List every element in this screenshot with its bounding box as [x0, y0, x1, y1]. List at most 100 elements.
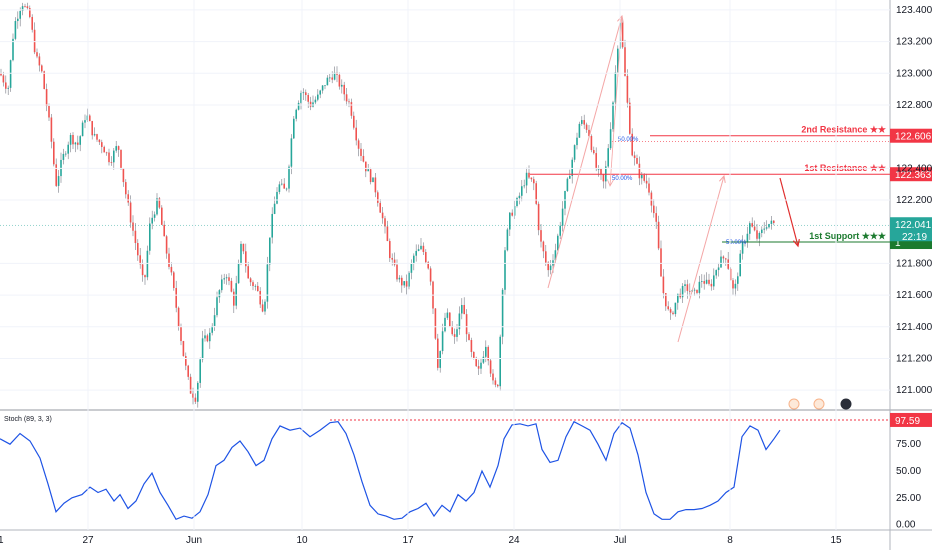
candle-body: [530, 177, 533, 180]
candle-body: [211, 325, 213, 333]
candle-body: [765, 227, 768, 229]
time-axis[interactable]: 21 27 Jun 10 17 24 Jul 8 15: [0, 0, 842, 546]
current-price-tag: [890, 217, 932, 242]
candle-body: [261, 304, 264, 312]
candle-body: [727, 259, 729, 269]
candle-body: [542, 241, 545, 252]
candle-body: [233, 291, 235, 306]
candle-body: [218, 290, 221, 298]
candle-body: [120, 149, 122, 169]
candle-body: [189, 376, 192, 394]
candle-body: [45, 89, 48, 107]
candle-body: [648, 183, 650, 193]
candle-body: [705, 279, 708, 284]
candle-body: [751, 223, 753, 227]
candle-body: [763, 228, 765, 230]
price-tick-label: 123.200: [896, 37, 932, 48]
candle-body: [453, 334, 456, 337]
candle-body: [161, 207, 163, 225]
candle-body: [463, 304, 465, 315]
candle-body: [410, 263, 413, 273]
candle-body: [439, 351, 441, 368]
candle-body: [201, 338, 204, 360]
candle-body: [629, 102, 631, 134]
candle-body: [381, 212, 384, 219]
event-icon[interactable]: [788, 398, 800, 410]
candle-body: [444, 317, 446, 332]
candle-body: [67, 144, 69, 154]
candle-body: [38, 56, 41, 66]
candle-body: [158, 198, 161, 208]
candle-body: [199, 359, 201, 383]
candle-body: [355, 127, 357, 141]
candle-body: [667, 306, 669, 310]
candle-body: [96, 134, 98, 140]
candle-body: [329, 77, 331, 79]
candle-body: [398, 277, 401, 280]
price-tick-label: 121.200: [896, 353, 932, 364]
candle-body: [12, 38, 14, 61]
candle-body: [206, 335, 209, 342]
candle-body: [425, 252, 427, 263]
candle-body: [216, 297, 218, 316]
candle-body: [540, 230, 542, 242]
candle-body: [115, 146, 117, 151]
candle-body: [715, 270, 717, 276]
candle-body: [79, 136, 81, 145]
candle-body: [451, 326, 453, 335]
candle-body: [537, 203, 540, 231]
candle-body: [72, 135, 74, 145]
candle-body: [468, 334, 470, 341]
indicator-title[interactable]: Stoch (89, 3, 3): [4, 416, 52, 423]
candle-body: [53, 141, 55, 165]
candle-body: [573, 145, 576, 160]
price-tick-label: 121.000: [896, 385, 932, 396]
candle-body: [139, 255, 141, 265]
candle-body: [384, 218, 386, 227]
price-tick-label: 123.000: [896, 68, 932, 79]
candle-body: [470, 340, 473, 352]
candle-body: [192, 393, 194, 398]
candle-body: [247, 266, 249, 279]
price-axis[interactable]: 123.400 123.200 123.000 122.800 122.400 122.2…: [0, 5, 932, 531]
candle-body: [602, 174, 605, 182]
price-tick-label: 121.800: [896, 258, 932, 269]
candle-body: [173, 272, 175, 288]
candle-body: [230, 280, 233, 292]
candle-body: [415, 250, 417, 256]
candle-body: [612, 102, 614, 130]
candle-body: [84, 120, 86, 123]
candle-body: [86, 115, 89, 121]
time-tick-label: 21: [0, 535, 4, 546]
candle-body: [146, 250, 149, 278]
candle-body: [91, 121, 93, 136]
candle-body: [288, 166, 290, 189]
candle-body: [422, 245, 425, 253]
candle-body: [437, 338, 439, 368]
candle-body: [420, 245, 422, 250]
candle-body: [533, 179, 535, 184]
event-icon[interactable]: [840, 398, 852, 410]
candle-body: [372, 177, 374, 183]
candle-body: [393, 259, 396, 265]
candle-body: [674, 302, 677, 315]
candle-body: [571, 159, 573, 176]
pane-toolbar[interactable]: [788, 398, 852, 410]
candle-body: [475, 357, 477, 367]
candle-body: [449, 312, 451, 327]
candle-body: [65, 153, 67, 155]
candle-body: [7, 87, 9, 89]
candle-body: [669, 309, 672, 313]
candle-body: [650, 192, 653, 206]
arrow-head: [792, 239, 800, 248]
candle-body: [417, 249, 420, 251]
candle-body: [55, 164, 57, 186]
event-icon[interactable]: [813, 398, 825, 410]
candle-body: [187, 365, 189, 377]
candle-body: [585, 124, 588, 130]
candle-body: [561, 208, 564, 226]
candle-body: [732, 280, 734, 289]
price-pane[interactable]: [0, 0, 890, 410]
candle-body: [487, 346, 489, 361]
